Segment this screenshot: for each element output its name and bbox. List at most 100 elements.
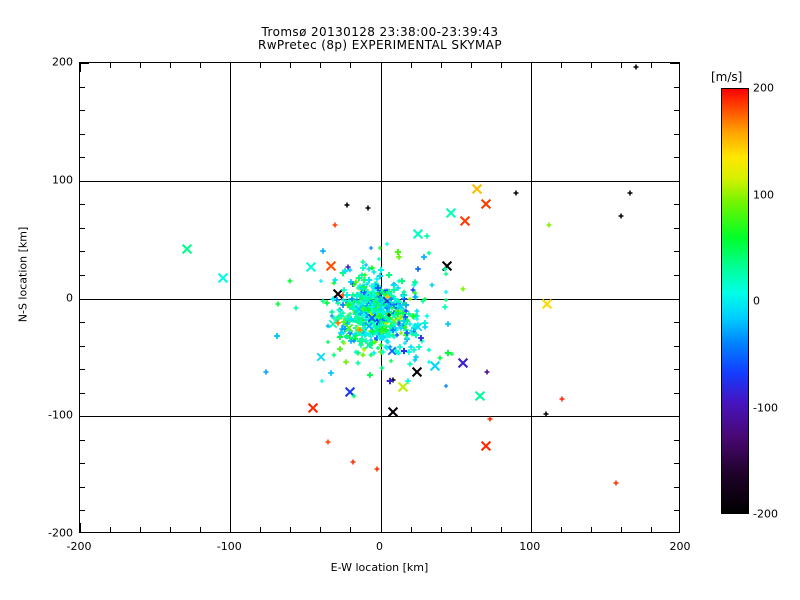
axis-tick-x [320, 63, 322, 68]
data-point-plus [384, 338, 390, 344]
data-point-plus [484, 369, 490, 375]
data-point-plus [371, 305, 377, 310]
data-point-plus [374, 275, 380, 282]
data-point-plus [392, 325, 399, 332]
data-point-plus [347, 304, 353, 310]
axis-tick-y [80, 439, 85, 441]
data-point-cross [306, 261, 317, 272]
y-tick-label: -200 [48, 526, 73, 540]
data-point-plus [385, 312, 391, 318]
data-point-plus [370, 308, 375, 313]
data-point-plus [383, 327, 390, 334]
data-point-plus [382, 299, 388, 305]
data-point-plus [357, 321, 362, 326]
data-point-plus [346, 300, 352, 305]
gridline-vertical [530, 63, 532, 532]
data-point-plus [392, 281, 397, 286]
data-point-plus [546, 223, 552, 229]
data-point-plus [340, 311, 346, 316]
data-point-plus [363, 304, 370, 310]
data-point-plus [386, 301, 394, 309]
axis-tick-y [674, 86, 679, 88]
data-point-plus [365, 277, 372, 284]
data-point-plus [384, 316, 390, 321]
data-point-plus [415, 266, 421, 273]
data-point-plus [356, 299, 362, 305]
data-point-plus [360, 303, 366, 309]
data-point-plus [361, 289, 367, 295]
data-point-plus [361, 325, 367, 331]
data-point-plus [359, 311, 364, 317]
data-point-cross [389, 316, 399, 326]
data-point-plus [368, 328, 374, 335]
colorbar-tick-label: 0 [753, 294, 760, 308]
colorbar-gradient [721, 88, 749, 514]
data-point-plus [383, 344, 389, 350]
data-point-plus [429, 282, 435, 288]
data-point-plus [347, 335, 353, 341]
data-point-plus [360, 352, 366, 358]
axis-tick-y [80, 463, 85, 465]
data-point-plus [398, 306, 404, 312]
data-point-plus [408, 328, 413, 333]
data-point-plus [400, 309, 406, 316]
data-point-plus [368, 304, 375, 311]
data-point-plus [359, 272, 366, 278]
data-point-plus [352, 305, 360, 312]
data-point-plus [348, 303, 355, 310]
data-point-plus [385, 294, 391, 301]
axis-tick-y [80, 274, 85, 276]
data-point-cross [397, 381, 409, 392]
data-point-plus [403, 302, 410, 309]
data-point-plus [390, 332, 396, 337]
data-point-plus [369, 306, 374, 312]
axis-tick-x [530, 63, 532, 72]
data-point-plus [394, 311, 401, 318]
data-point-plus [386, 315, 392, 322]
data-point-plus [360, 283, 366, 289]
data-point-plus [362, 321, 369, 328]
data-point-plus [385, 302, 392, 309]
data-point-plus [352, 318, 357, 323]
data-point-plus [384, 316, 391, 322]
data-point-plus [396, 322, 401, 327]
data-point-plus [362, 277, 368, 283]
axis-tick-y [80, 227, 85, 229]
data-point-plus [398, 325, 405, 331]
data-point-plus [421, 254, 428, 260]
data-point-plus [347, 315, 354, 322]
data-point-plus [359, 332, 366, 339]
axis-tick-y [674, 392, 679, 394]
data-point-plus [369, 283, 375, 289]
data-point-plus [403, 341, 408, 346]
data-point-plus [424, 313, 430, 319]
data-point-plus [404, 317, 410, 324]
data-point-plus [347, 330, 353, 336]
data-point-plus [371, 305, 376, 311]
data-point-plus [359, 306, 365, 312]
axis-tick-y [674, 369, 679, 371]
data-point-plus [368, 352, 374, 358]
data-point-plus [408, 344, 414, 351]
data-point-plus [374, 299, 379, 305]
data-point-cross [359, 292, 369, 302]
data-point-plus [362, 327, 367, 332]
data-point-plus [360, 306, 366, 313]
data-point-plus [353, 349, 359, 355]
data-point-plus [412, 357, 418, 363]
data-point-plus [397, 316, 403, 322]
data-point-plus [374, 313, 379, 319]
data-point-plus [355, 360, 361, 366]
data-point-plus [386, 377, 393, 385]
data-point-plus [340, 270, 347, 277]
data-point-plus [400, 291, 408, 299]
data-point-plus [275, 301, 282, 308]
data-point-plus [342, 316, 347, 321]
data-point-plus [372, 305, 379, 311]
data-point-plus [351, 306, 357, 311]
data-point-plus [627, 190, 633, 196]
data-point-plus [340, 292, 346, 298]
data-point-plus [387, 324, 392, 329]
data-point-plus [410, 287, 416, 292]
axis-tick-y [674, 345, 679, 347]
